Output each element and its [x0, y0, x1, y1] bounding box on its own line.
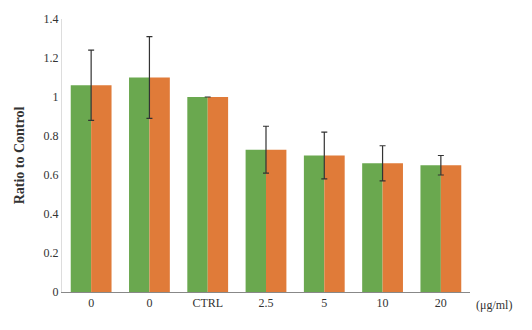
svg-text:CTRL: CTRL: [192, 296, 223, 310]
svg-text:0.2: 0.2: [44, 246, 59, 260]
svg-text:20: 20: [435, 296, 447, 310]
svg-text:5: 5: [321, 296, 327, 310]
svg-text:0: 0: [88, 296, 94, 310]
svg-text:0.6: 0.6: [44, 168, 59, 182]
svg-text:0: 0: [53, 285, 59, 299]
svg-text:(μg/ml): (μg/ml): [476, 298, 512, 312]
svg-text:0.8: 0.8: [44, 129, 59, 143]
svg-text:1: 1: [53, 90, 59, 104]
svg-text:1.2: 1.2: [44, 51, 59, 65]
svg-text:1.4: 1.4: [44, 12, 59, 26]
svg-text:10: 10: [377, 296, 389, 310]
svg-text:Ratio to Control: Ratio to Control: [12, 107, 27, 205]
svg-text:0: 0: [146, 296, 152, 310]
svg-text:2.5: 2.5: [259, 296, 274, 310]
svg-text:0.4: 0.4: [44, 207, 59, 221]
